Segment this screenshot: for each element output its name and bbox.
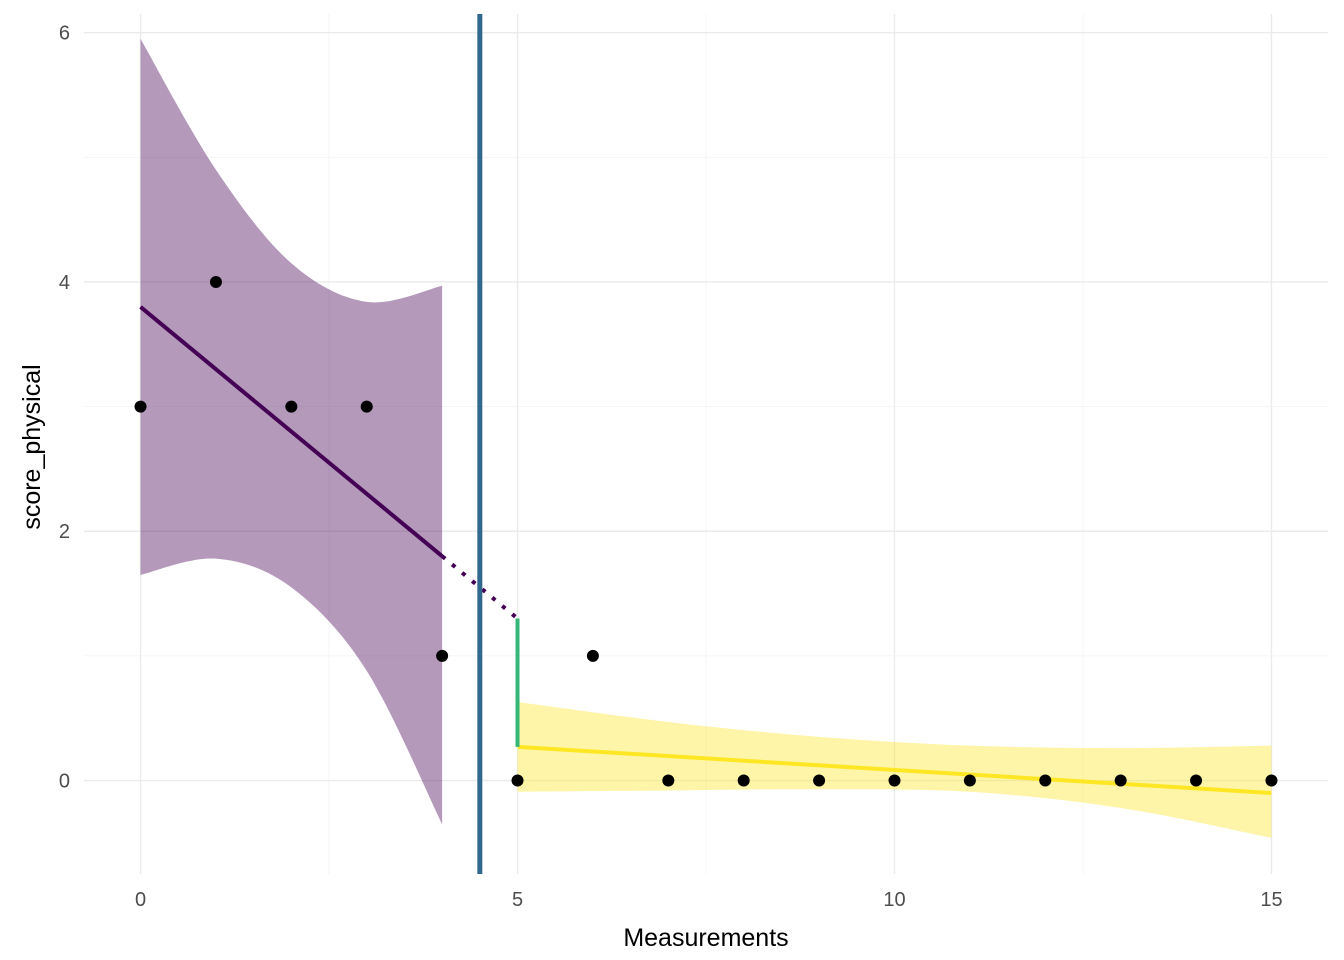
y-tick-label: 6 (59, 23, 70, 45)
counterfactual-line (440, 554, 519, 621)
data-point (436, 649, 449, 662)
y-tick-label: 0 (59, 771, 70, 793)
data-point (1039, 774, 1052, 787)
data-point (1265, 774, 1278, 787)
data-point (360, 400, 373, 413)
fit-line-2 (517, 744, 1272, 795)
data-point (209, 275, 222, 288)
x-tick-label: 5 (512, 889, 523, 911)
data-point (963, 774, 976, 787)
data-point (134, 400, 147, 413)
data-point (813, 774, 826, 787)
y-tick-label: 2 (59, 521, 70, 543)
data-point (586, 649, 599, 662)
y-axis-title: score_physical (18, 364, 46, 529)
data-point (511, 774, 524, 787)
trend-lines (139, 14, 1272, 874)
data-point (285, 400, 298, 413)
data-points (134, 275, 1278, 787)
fit-line-1 (139, 305, 444, 558)
data-point (737, 774, 750, 787)
x-axis-title: Measurements (623, 924, 788, 952)
x-tick-label: 0 (135, 889, 146, 911)
y-tick-label: 4 (59, 272, 70, 294)
data-point (888, 774, 901, 787)
x-tick-label: 10 (883, 889, 905, 911)
x-tick-label: 15 (1260, 889, 1282, 911)
data-point (1190, 774, 1203, 787)
tick-labels: 0 5 10 15 0 2 4 6 (59, 23, 1283, 911)
data-point (1114, 774, 1127, 787)
data-point (662, 774, 675, 787)
